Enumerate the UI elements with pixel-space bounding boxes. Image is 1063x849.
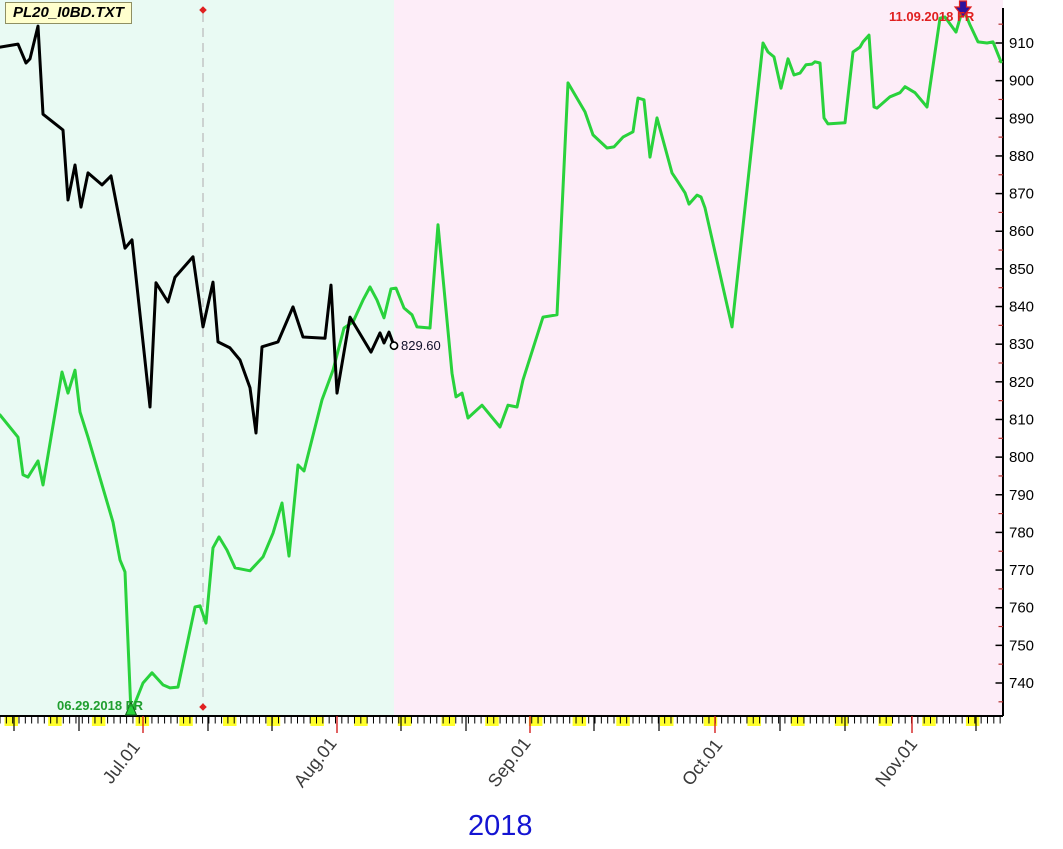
y-axis-label: 910 (1009, 35, 1034, 52)
y-axis-label: 790 (1009, 487, 1034, 504)
low-up-arrow-icon (124, 700, 138, 716)
y-axis-minor-ticks (998, 23, 1003, 703)
last-price-label: 829.60 (401, 338, 441, 353)
y-axis-label: 760 (1009, 600, 1034, 617)
weekend-tick-highlights (4, 716, 980, 726)
x-axis-month-label: Jul.01 (99, 737, 144, 787)
x-axis-month-label: Oct.01 (678, 735, 726, 789)
series-forecast (0, 6, 1003, 715)
y-axis-label: 860 (1009, 223, 1034, 240)
y-axis-label: 800 (1009, 449, 1034, 466)
x-axis-daily-ticks (0, 716, 1001, 724)
history-region (0, 0, 394, 716)
divider-diamond-marker (199, 703, 207, 711)
y-axis-label: 850 (1009, 261, 1034, 278)
y-axis-label: 740 (1009, 675, 1034, 692)
y-axis-label: 830 (1009, 336, 1034, 353)
x-axis-year-label: 2018 (468, 810, 533, 842)
chart-title-box[interactable]: PL20_I0BD.TXT (5, 2, 132, 24)
divider-diamond-marker (199, 6, 207, 14)
high-date-annotation: 11.09.2018 FR (889, 9, 975, 24)
x-axis-month-start-ticks (142, 716, 913, 733)
series-actual-price (0, 24, 396, 435)
y-axis-label: 870 (1009, 186, 1034, 203)
y-axis-label: 750 (1009, 637, 1034, 654)
y-axis-label: 880 (1009, 148, 1034, 165)
x-axis-month-labels: Jul.01 Aug.01 Sep.01 Oct.01 Nov.01 (99, 734, 922, 791)
y-axis-label: 770 (1009, 562, 1034, 579)
x-axis-week-ticks (13, 716, 977, 731)
last-price-marker (389, 341, 399, 351)
low-date-annotation: 06.29.2018 FR (57, 698, 144, 713)
x-axis-month-label: Nov.01 (871, 734, 921, 790)
forecast-region (394, 0, 1003, 716)
high-down-arrow-icon (953, 0, 973, 18)
y-axis-major-ticks (995, 42, 1003, 684)
y-axis-label: 840 (1009, 299, 1034, 316)
x-axis-month-label: Sep.01 (484, 734, 535, 791)
y-axis-label: 820 (1009, 374, 1034, 391)
y-axis-label: 780 (1009, 524, 1034, 541)
y-axis-labels: 910 900 890 880 870 860 850 840 830 820 810 800 790 7… (1009, 35, 1034, 692)
y-axis-label: 890 (1009, 110, 1034, 127)
x-axis-month-label: Aug.01 (290, 734, 341, 791)
y-axis-label: 900 (1009, 73, 1034, 90)
y-axis-label: 810 (1009, 411, 1034, 428)
